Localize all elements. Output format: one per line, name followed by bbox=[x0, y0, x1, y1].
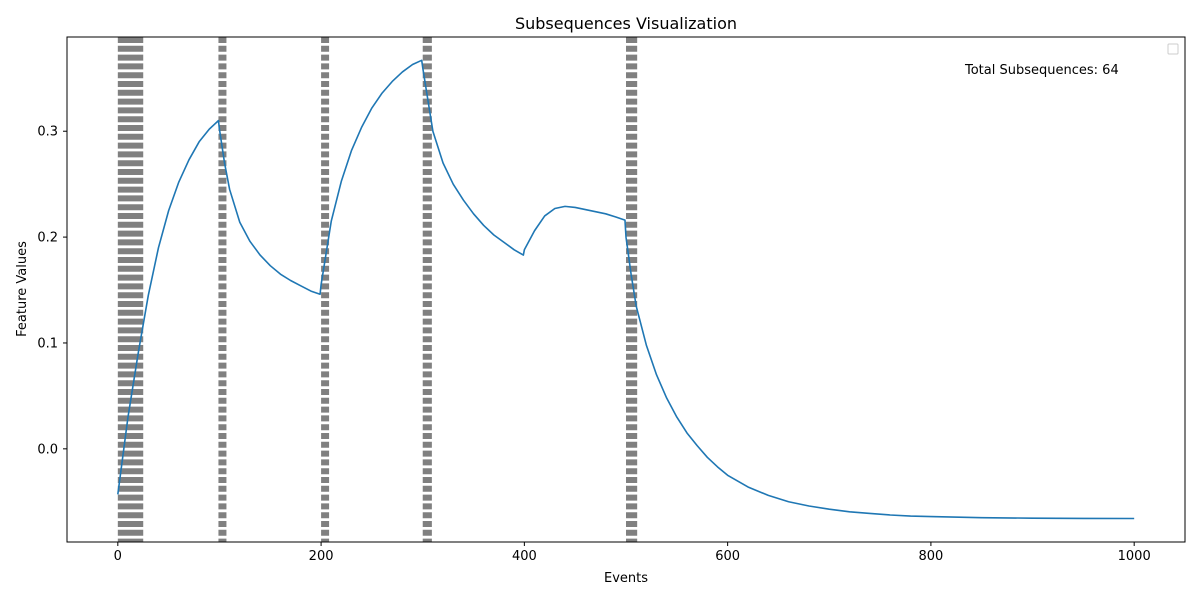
x-axis-title: Events bbox=[604, 571, 648, 586]
x-tick-label: 200 bbox=[309, 549, 334, 564]
y-axis-title: Feature Values bbox=[15, 241, 30, 337]
series-layer bbox=[117, 59, 1135, 520]
y-tick-label: 0.0 bbox=[37, 442, 58, 457]
x-tick-label: 1000 bbox=[1118, 549, 1151, 564]
legend-box bbox=[1167, 43, 1179, 55]
y-tick-label: 0.2 bbox=[37, 231, 58, 246]
y-axis-ticks: 0.0 0.1 0.2 0.3 bbox=[37, 125, 67, 457]
x-axis-ticks: 0 200 400 600 800 1000 bbox=[114, 542, 1151, 564]
chart-title: Subsequences Visualization bbox=[515, 14, 737, 33]
series-line-0 bbox=[117, 59, 1135, 520]
x-tick-label: 600 bbox=[715, 549, 740, 564]
x-tick-label: 0 bbox=[114, 549, 122, 564]
plot-frame bbox=[66, 36, 1186, 543]
x-tick-label: 800 bbox=[918, 549, 943, 564]
x-tick-label: 400 bbox=[512, 549, 537, 564]
y-tick-label: 0.1 bbox=[37, 336, 58, 351]
y-tick-label: 0.3 bbox=[37, 125, 58, 140]
subsequence-markers bbox=[117, 37, 638, 542]
subsequence-count-annotation: Total Subsequences: 64 bbox=[964, 63, 1119, 78]
